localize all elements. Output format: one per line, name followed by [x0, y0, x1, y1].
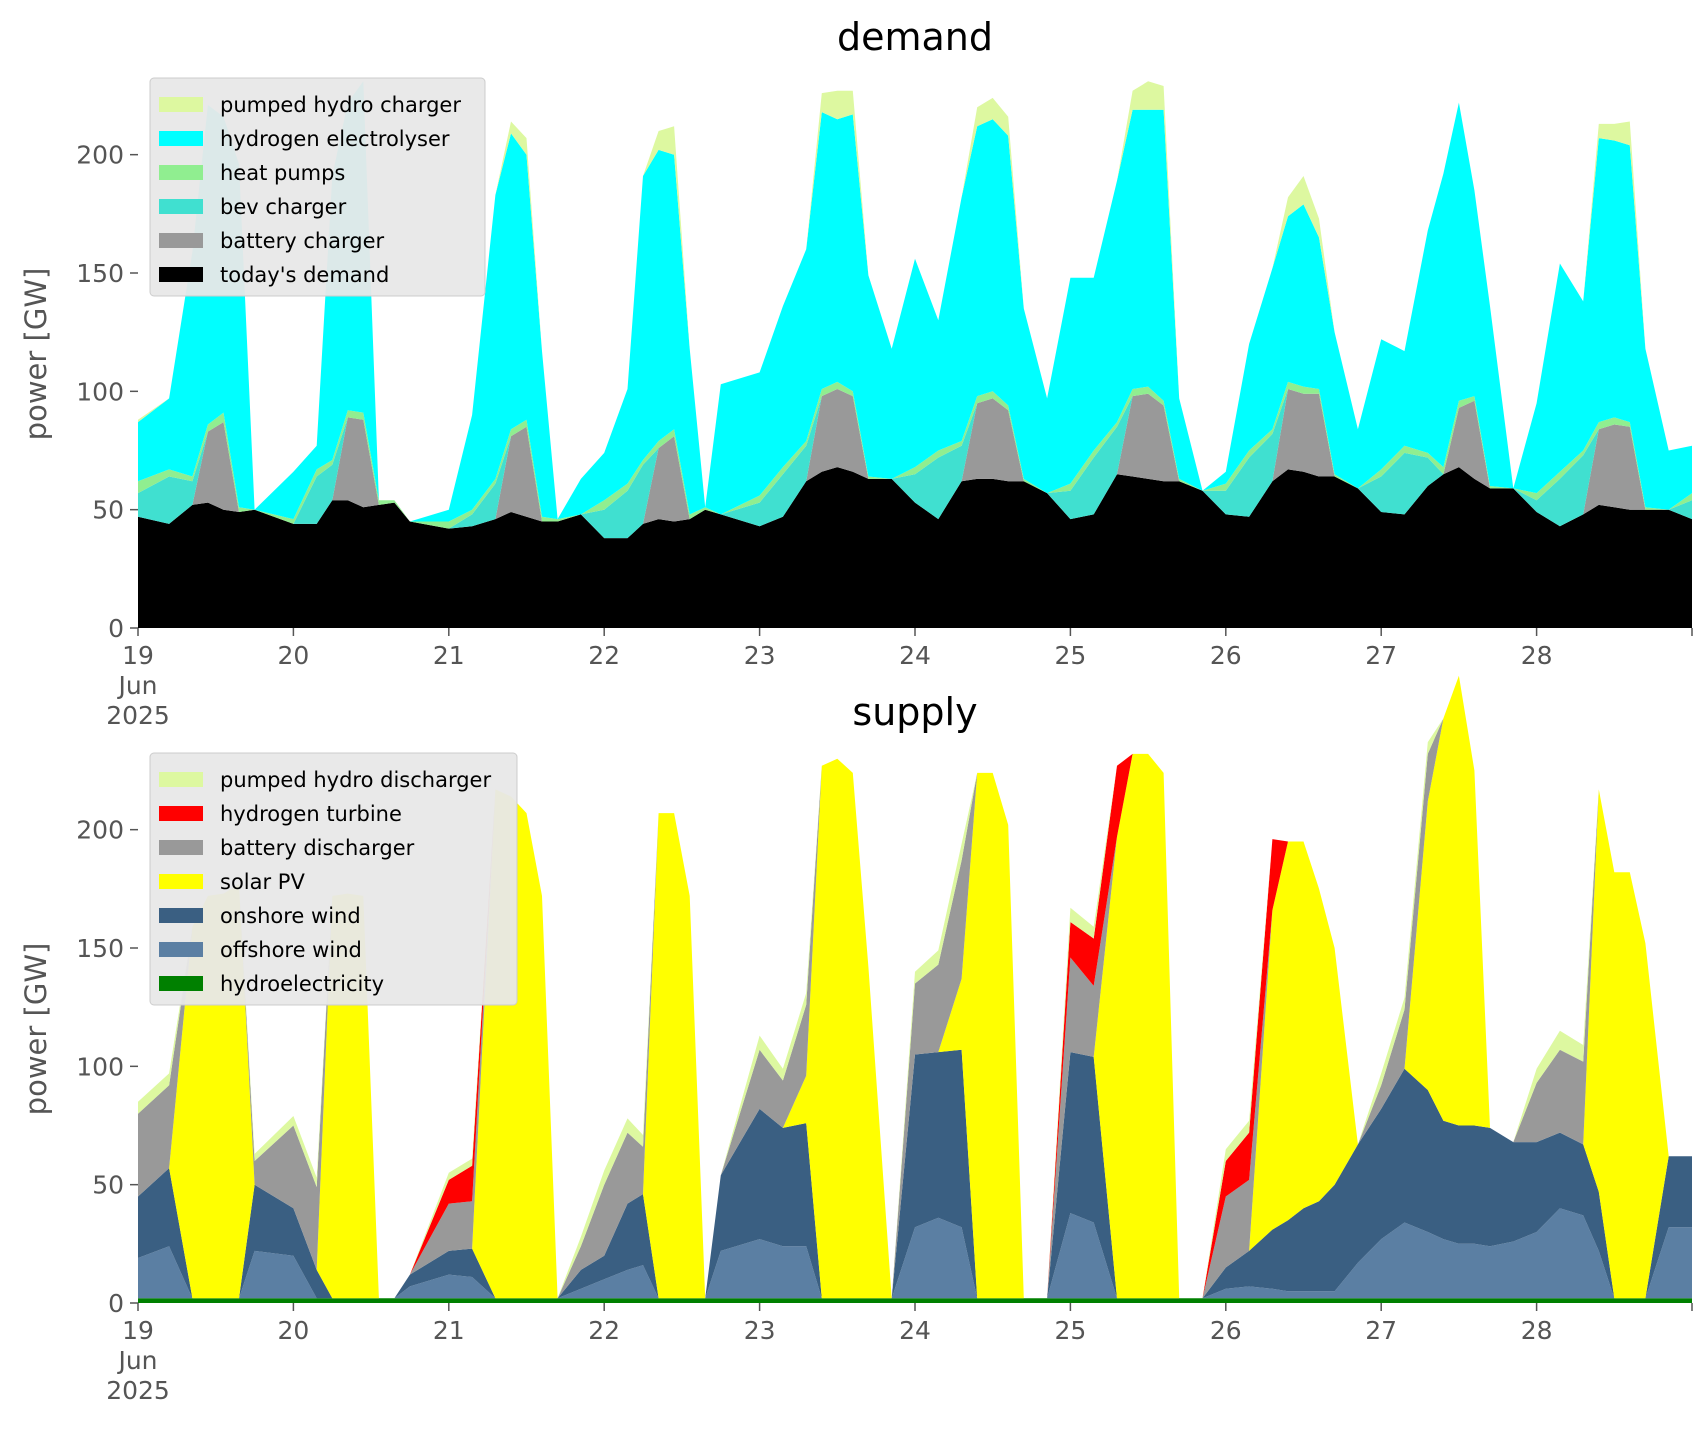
supply-legend-swatch-battery-discharger — [159, 840, 203, 855]
demand-legend-label: today's demand — [220, 263, 389, 287]
supply-legend-label: hydroelectricity — [220, 972, 384, 996]
supply-series-battery-discharger — [138, 675, 1692, 1299]
supply-x-tick-label: 23 — [744, 1316, 776, 1345]
demand-legend-swatch-heat-pumps — [159, 165, 203, 180]
supply-legend-label: offshore wind — [220, 938, 362, 962]
supply-legend-swatch-onshore-wind — [159, 908, 203, 923]
supply-x-tick-sublabel: Jun — [116, 1346, 157, 1375]
demand-legend-label: hydrogen electrolyser — [220, 127, 450, 151]
supply-y-tick-label: 150 — [76, 934, 124, 963]
supply-series-onshore-wind — [138, 1049, 1692, 1299]
demand-x-tick-label: 23 — [744, 641, 776, 670]
supply-x-tick-label: 19 — [122, 1316, 154, 1345]
supply-y-axis-label: power [GW] — [19, 943, 53, 1116]
demand-y-axis: 0 50 100 150 200 — [76, 141, 138, 643]
supply-x-tick-label: 26 — [1210, 1316, 1242, 1345]
demand-chart-title: demand — [837, 15, 993, 59]
demand-x-tick-label: 21 — [433, 641, 465, 670]
demand-x-tick-label: 19 — [122, 641, 154, 670]
demand-y-tick-label: 0 — [108, 614, 124, 643]
supply-x-tick-label: 24 — [899, 1316, 931, 1345]
demand-legend: pumped hydro charger hydrogen electrolyse… — [149, 77, 486, 297]
demand-x-tick-label: 24 — [899, 641, 931, 670]
demand-x-tick-label: 25 — [1054, 641, 1086, 670]
demand-x-tick-label: 20 — [277, 641, 309, 670]
supply-series-offshore-wind — [138, 1208, 1692, 1299]
demand-series-pumped-hydro-charger — [138, 81, 1692, 522]
demand-legend-swatch-bev-charger — [159, 199, 203, 214]
demand-legend-swatch-pumped-hydro-charger — [159, 97, 203, 112]
supply-y-tick-label: 0 — [108, 1289, 124, 1318]
demand-areas — [138, 81, 1692, 628]
supply-legend-label: pumped hydro discharger — [220, 768, 491, 792]
demand-legend-label: pumped hydro charger — [220, 93, 461, 117]
demand-x-tick-label: 28 — [1521, 641, 1553, 670]
demand-y-axis-label: power [GW] — [19, 268, 53, 441]
supply-series-hydroelectricity — [138, 1298, 1692, 1303]
supply-chart-title: supply — [852, 690, 977, 734]
demand-x-tick-label: 26 — [1210, 641, 1242, 670]
supply-x-tick-label: 25 — [1054, 1316, 1086, 1345]
supply-x-tick-label: 27 — [1365, 1316, 1397, 1345]
supply-y-tick-label: 100 — [76, 1052, 124, 1081]
demand-series-hydrogen-electrolyser — [138, 81, 1692, 522]
supply-y-axis: 0 50 100 150 200 — [76, 816, 138, 1318]
demand-legend-swatch-battery-charger — [159, 233, 203, 248]
supply-legend-swatch-pumped-hydro-discharger — [159, 772, 203, 787]
demand-legend-swatch-hydrogen-electrolyser — [159, 131, 203, 146]
supply-legend: pumped hydro discharger hydrogen turbine b… — [149, 752, 518, 1006]
demand-y-tick-label: 100 — [76, 377, 124, 406]
supply-legend-box — [149, 752, 518, 1006]
demand-x-tick-sublabel: 2025 — [106, 701, 170, 730]
demand-y-tick-label: 50 — [92, 496, 124, 525]
demand-x-tick-sublabel: Jun — [116, 671, 157, 700]
supply-legend-label: onshore wind — [220, 904, 361, 928]
supply-legend-label: hydrogen turbine — [220, 802, 402, 826]
supply-areas — [138, 675, 1692, 1303]
supply-legend-label: battery discharger — [220, 836, 415, 860]
demand-legend-label: bev charger — [220, 195, 347, 219]
supply-y-tick-label: 200 — [76, 816, 124, 845]
supply-legend-swatch-offshore-wind — [159, 942, 203, 957]
supply-x-tick-label: 21 — [433, 1316, 465, 1345]
supply-x-tick-label: 20 — [277, 1316, 309, 1345]
demand-y-tick-label: 200 — [76, 141, 124, 170]
supply-x-tick-label: 28 — [1521, 1316, 1553, 1345]
supply-x-tick-label: 22 — [588, 1316, 620, 1345]
supply-y-tick-label: 50 — [92, 1171, 124, 1200]
supply-x-tick-sublabel: 2025 — [106, 1376, 170, 1405]
demand-y-tick-label: 150 — [76, 259, 124, 288]
supply-legend-swatch-solar-pv — [159, 874, 203, 889]
demand-legend-label: battery charger — [220, 229, 385, 253]
demand-legend-box — [149, 77, 486, 297]
demand-series-today-s-demand — [138, 467, 1692, 628]
demand-series-battery-charger — [138, 389, 1692, 539]
supply-series-solar-pv — [138, 675, 1692, 1299]
demand-x-tick-label: 27 — [1365, 641, 1397, 670]
supply-legend-label: solar PV — [220, 870, 305, 894]
supply-legend-swatch-hydroelectricity — [159, 976, 203, 991]
supply-legend-swatch-hydrogen-turbine — [159, 806, 203, 821]
demand-x-tick-label: 22 — [588, 641, 620, 670]
demand-legend-label: heat pumps — [220, 161, 345, 185]
demand-legend-swatch-today-s-demand — [159, 267, 203, 282]
